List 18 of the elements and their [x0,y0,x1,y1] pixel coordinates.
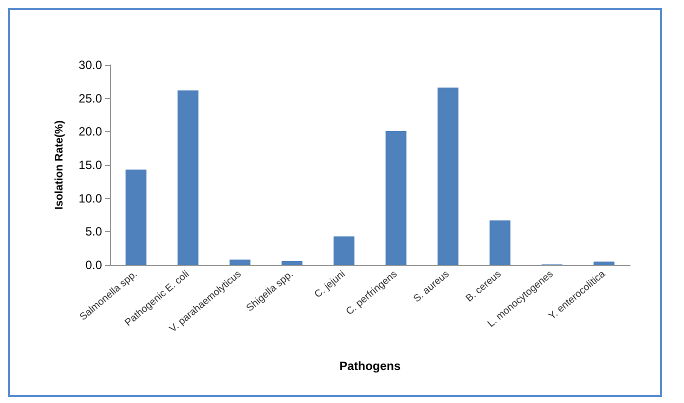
bar [178,90,198,265]
y-tick-label: 15.0 [78,158,102,172]
y-tick-label: 0.0 [85,258,102,272]
y-tick-label: 5.0 [85,224,102,239]
x-axis-title: Pathogens [339,359,401,373]
bar [126,170,146,265]
bar [230,260,250,265]
bar [438,88,458,265]
y-tick-label: 20.0 [78,124,102,139]
y-tick-label: 30.0 [78,58,102,72]
bar [334,236,354,265]
y-tick-label: 25.0 [78,91,102,106]
bar [282,261,302,265]
bar [594,262,614,265]
y-tick-label: 10.0 [78,191,102,206]
y-axis-title: Isolation Rate(%) [54,120,66,210]
bar [386,131,406,265]
bar [490,220,510,265]
